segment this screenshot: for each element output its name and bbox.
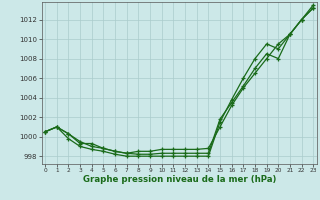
X-axis label: Graphe pression niveau de la mer (hPa): Graphe pression niveau de la mer (hPa) (83, 175, 276, 184)
